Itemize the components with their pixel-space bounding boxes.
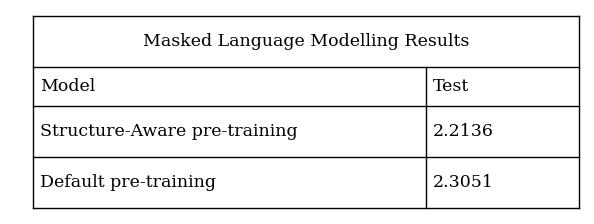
Text: 2.2136: 2.2136 [433, 123, 494, 140]
Text: 2.3051: 2.3051 [433, 174, 494, 191]
Text: Model: Model [40, 78, 95, 95]
Text: Default pre-training: Default pre-training [40, 174, 216, 191]
Text: Masked Language Modelling Results: Masked Language Modelling Results [143, 33, 469, 50]
Text: Structure-Aware pre-training: Structure-Aware pre-training [40, 123, 298, 140]
Text: Test: Test [433, 78, 469, 95]
